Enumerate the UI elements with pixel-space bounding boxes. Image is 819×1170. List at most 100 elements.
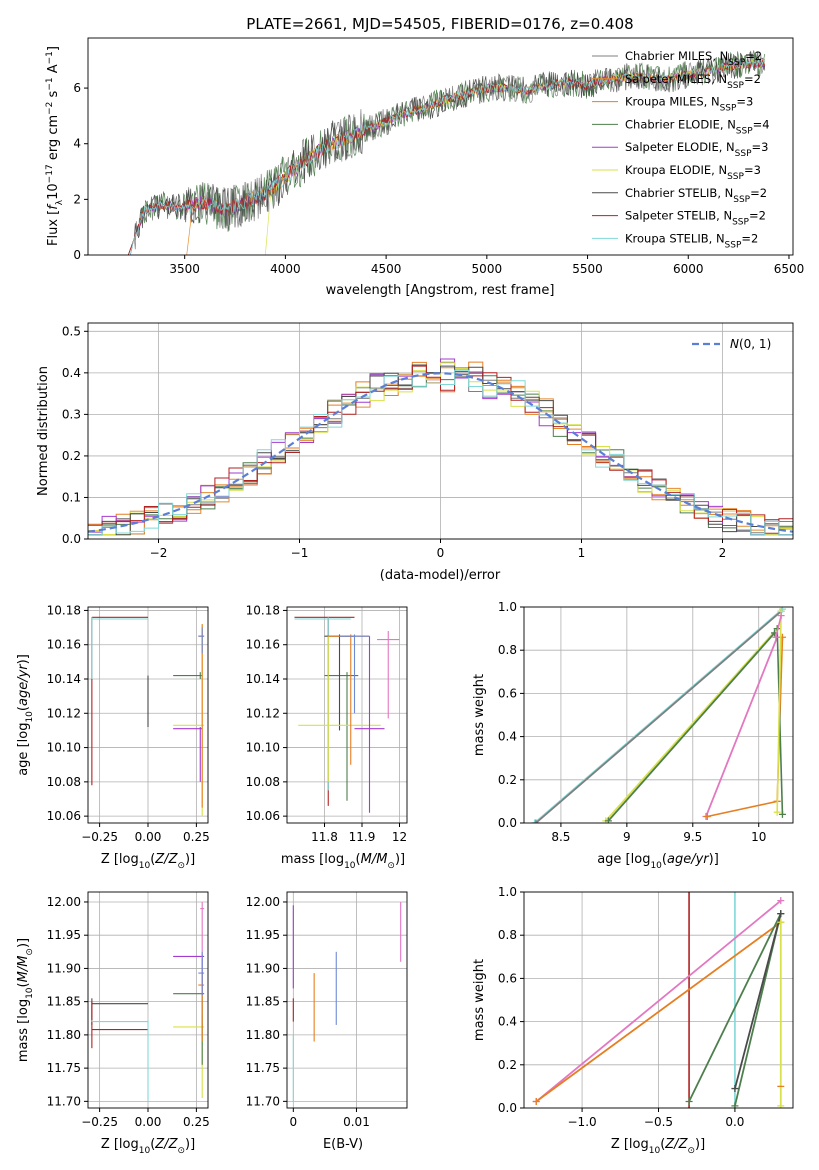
y-tick-label: 11.90 [246,961,280,975]
x-axis-label: (data-model)/error [380,568,501,583]
legend-label: Salpeter ELODIE, NSSP=3 [625,140,768,159]
panel-mass_vs_ebv: 0 0.01 11.70 11.75 11.80 11.85 11.90 11.95 12.00… [246,891,408,1152]
y-tick-label: 0.4 [498,730,517,744]
y-axis-label: mass [log10(M/M⊙)] [16,938,35,1062]
legend-label: Kroupa ELODIE, NSSP=3 [625,163,761,182]
y-tick-label: 12.00 [47,895,81,909]
legend-label: Chabrier MILES, NSSP=2 [625,49,762,68]
spectrum-line-9 [129,58,766,255]
histogram-9 [88,369,793,536]
y-tick-label: 10.10 [47,741,81,755]
x-tick-label: 12 [392,830,407,844]
weight-line [535,899,782,1103]
y-tick-label: 11.70 [47,1094,81,1108]
y-tick-label: 0.0 [498,1101,517,1115]
plot-area-mass_vs_z [91,901,205,1102]
weight-line [734,913,782,1089]
gaussian-curve [88,372,793,533]
y-tick-label: 0.3 [62,407,81,421]
axes-frame [87,37,794,256]
weight-line [607,632,776,822]
x-tick-label: −0.5 [644,1115,673,1129]
y-tick-label: 10.12 [246,706,280,720]
panel-spectrum: 3500 4000 4500 5000 5500 6000 6500 0 2 4 6 Chabrier… [45,37,805,298]
legend-label: Chabrier STELIB, NSSP=2 [625,186,767,205]
x-tick-label: 8.5 [551,830,570,844]
x-tick-label: −0.25 [81,830,118,844]
x-axis-label: Z [log10(Z/Z⊙)] [101,852,195,871]
y-tick-label: 10.10 [246,741,280,755]
y-tick-label: 0.4 [498,1015,517,1029]
y-tick-label: 10.08 [246,775,280,789]
legend-label: Salpeter MILES, NSSP=2 [625,72,761,91]
x-tick-label: −1.0 [568,1115,597,1129]
spectrum-line-7 [127,51,766,255]
weight-point [731,1085,739,1093]
spectrum-line-6 [264,58,766,255]
y-axis-label: mass weight [472,674,487,756]
x-tick-label: 10 [751,830,766,844]
y-tick-label: 1.0 [498,885,517,899]
y-tick-label: 0.6 [498,971,517,985]
x-axis-label: Z [log10(Z/Z⊙)] [611,1137,705,1156]
x-tick-label: 5000 [472,262,503,276]
legend-label: Chabrier ELODIE, NSSP=4 [625,117,770,136]
y-tick-label: 10.12 [47,706,81,720]
y-tick-label: 0.5 [62,324,81,338]
y-axis-label: age [log10(age/yr)] [16,654,35,776]
x-tick-label: 9.5 [683,830,702,844]
weight-point [777,918,785,926]
weight-line [705,636,779,817]
weight-line [707,800,778,818]
x-tick-label: −1 [291,546,309,560]
legend-label: N(0, 1) [730,337,771,351]
y-tick-label: 0 [73,248,81,262]
weight-line [605,628,778,822]
x-tick-label: 4500 [371,262,402,276]
plot-area-weight_vs_z [532,892,785,1108]
y-tick-label: 0.0 [62,532,81,546]
figure-title: PLATE=2661, MJD=54505, FIBERID=0176, z=0… [246,15,633,33]
x-tick-label: 0 [289,1115,297,1129]
plot-area-mass_vs_ebv [292,901,402,1102]
y-tick-label: 0.2 [498,773,517,787]
y-tick-label: 0.8 [498,643,517,657]
x-tick-label: 6000 [673,262,704,276]
x-tick-label: 6500 [774,262,805,276]
x-tick-label: 9 [623,830,631,844]
weight-point [773,808,781,816]
y-tick-label: 10.06 [47,809,81,823]
weight-point [532,819,540,823]
plot-area-spectrum [127,50,766,255]
x-axis-label: Z [log10(Z/Z⊙)] [101,1137,195,1156]
panel-age_vs_mass: 11.8 11.9 12 10.06 10.08 10.10 10.12 10.14 10.16… [246,603,408,871]
weight-point [731,1102,739,1108]
y-tick-label: 11.75 [47,1061,81,1075]
y-tick-label: 11.85 [246,995,280,1009]
weight-line [775,615,782,638]
y-tick-label: 10.16 [246,638,280,652]
weight-point [703,813,711,821]
y-tick-label: 0.8 [498,928,517,942]
y-tick-label: 10.08 [47,775,81,789]
axes-frame [523,606,794,824]
weight-line [776,628,784,815]
legend-label: Kroupa STELIB, NSSP=2 [625,231,758,250]
plot-area-residuals [88,358,793,536]
chart-layer: 3500 4000 4500 5000 5500 6000 6500 0 2 4 6 Chabrier… [16,37,805,1156]
weight-line [688,913,782,1102]
x-tick-label: 2 [719,546,727,560]
weight-point [531,819,539,823]
y-tick-label: 0.2 [62,449,81,463]
y-tick-label: 10.14 [246,672,280,686]
x-tick-label: 0.00 [135,830,162,844]
weight-point [685,1098,693,1106]
weight-line [776,611,782,813]
y-tick-label: 11.70 [246,1094,280,1108]
y-axis-label: mass weight [472,959,487,1041]
x-tick-label: 1 [578,546,586,560]
x-tick-label: 0.01 [343,1115,370,1129]
weight-point [777,612,785,620]
weight-point [777,897,785,905]
